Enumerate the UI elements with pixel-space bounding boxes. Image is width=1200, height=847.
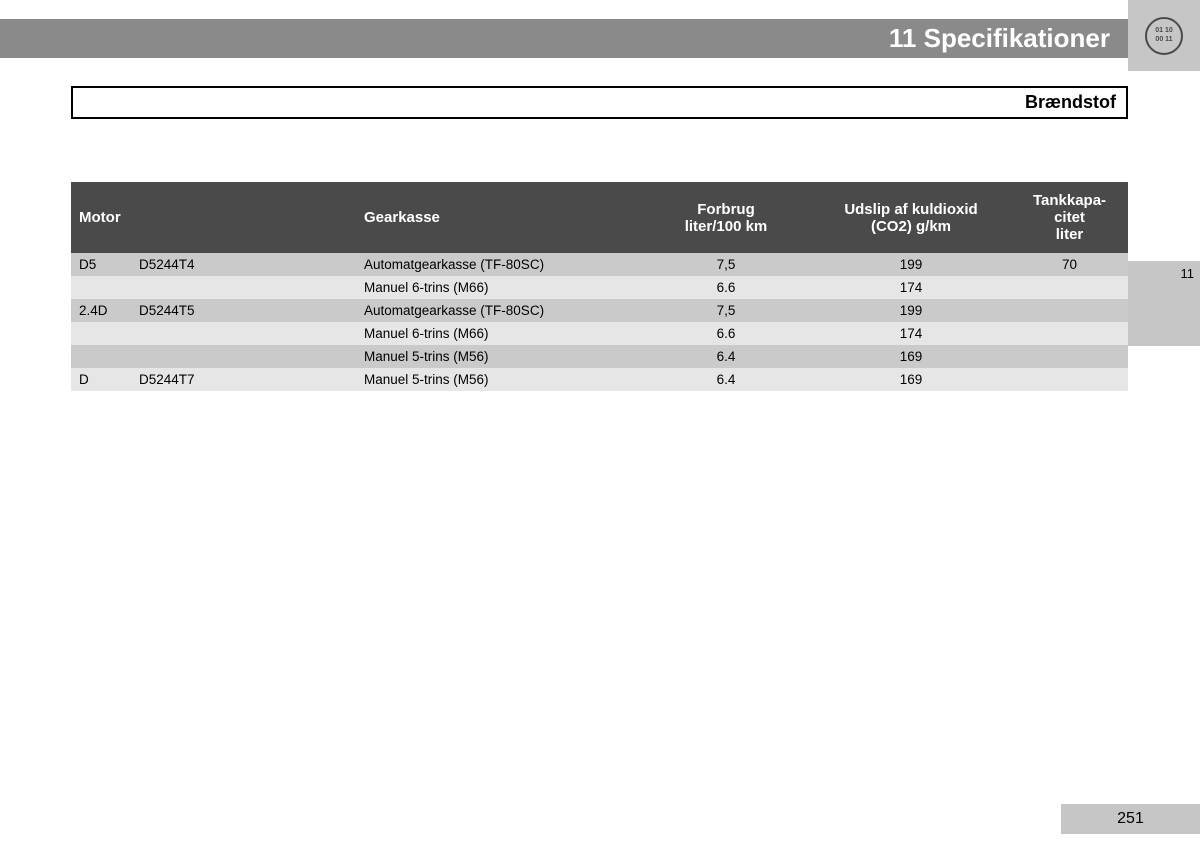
cell-consumption: 7,5 bbox=[641, 299, 811, 322]
cell-engine-code: D5244T7 bbox=[131, 368, 356, 391]
cell-co2: 169 bbox=[811, 368, 1011, 391]
cell-engine-code bbox=[131, 276, 356, 299]
cell-gearbox: Automatgearkasse (TF-80SC) bbox=[356, 299, 641, 322]
table-row: Manuel 6-trins (M66)6.6174 bbox=[71, 276, 1128, 299]
cell-tank bbox=[1011, 368, 1128, 391]
table-row: 2.4DD5244T5Automatgearkasse (TF-80SC)7,5… bbox=[71, 299, 1128, 322]
header-icon-box: 01 10 00 11 bbox=[1128, 0, 1200, 71]
side-tab: 11 bbox=[1128, 261, 1200, 346]
side-tab-number: 11 bbox=[1181, 266, 1195, 281]
cell-gearbox: Manuel 6-trins (M66) bbox=[356, 276, 641, 299]
header-bar: 11 Specifikationer bbox=[0, 19, 1128, 58]
col-co2: Udslip af kuldioxid (CO2) g/km bbox=[811, 182, 1011, 253]
cell-motor bbox=[71, 276, 131, 299]
fuel-spec-table: Motor Gearkasse Forbrug liter/100 km Uds… bbox=[71, 182, 1128, 391]
cell-engine-code bbox=[131, 345, 356, 368]
cell-engine-code bbox=[131, 322, 356, 345]
cell-gearbox: Manuel 5-trins (M56) bbox=[356, 368, 641, 391]
cell-co2: 199 bbox=[811, 253, 1011, 276]
table-row: DD5244T7Manuel 5-trins (M56)6.4169 bbox=[71, 368, 1128, 391]
table-row: Manuel 5-trins (M56)6.4169 bbox=[71, 345, 1128, 368]
cell-motor bbox=[71, 322, 131, 345]
subtitle-bar: Brændstof bbox=[71, 86, 1128, 119]
cell-tank bbox=[1011, 345, 1128, 368]
cell-co2: 174 bbox=[811, 322, 1011, 345]
col-tank: Tankkapa- citet liter bbox=[1011, 182, 1128, 253]
cell-engine-code: D5244T4 bbox=[131, 253, 356, 276]
cell-tank bbox=[1011, 299, 1128, 322]
col-motor: Motor bbox=[71, 182, 356, 253]
page-number-box: 251 bbox=[1061, 804, 1200, 834]
cell-motor bbox=[71, 345, 131, 368]
col-gearkasse: Gearkasse bbox=[356, 182, 641, 253]
table-body: D5D5244T4Automatgearkasse (TF-80SC)7,519… bbox=[71, 253, 1128, 391]
page-title: 11 Specifikationer bbox=[889, 23, 1110, 54]
table-header-row: Motor Gearkasse Forbrug liter/100 km Uds… bbox=[71, 182, 1128, 253]
col-forbrug: Forbrug liter/100 km bbox=[641, 182, 811, 253]
cell-gearbox: Manuel 5-trins (M56) bbox=[356, 345, 641, 368]
table-header: Motor Gearkasse Forbrug liter/100 km Uds… bbox=[71, 182, 1128, 253]
cell-consumption: 6.4 bbox=[641, 345, 811, 368]
cell-co2: 199 bbox=[811, 299, 1011, 322]
cell-consumption: 6.4 bbox=[641, 368, 811, 391]
page-number: 251 bbox=[1117, 810, 1144, 828]
cell-tank bbox=[1011, 322, 1128, 345]
cell-consumption: 7,5 bbox=[641, 253, 811, 276]
cell-co2: 174 bbox=[811, 276, 1011, 299]
cell-consumption: 6.6 bbox=[641, 276, 811, 299]
cell-engine-code: D5244T5 bbox=[131, 299, 356, 322]
cell-gearbox: Automatgearkasse (TF-80SC) bbox=[356, 253, 641, 276]
cell-gearbox: Manuel 6-trins (M66) bbox=[356, 322, 641, 345]
cell-motor: D bbox=[71, 368, 131, 391]
table-row: Manuel 6-trins (M66)6.6174 bbox=[71, 322, 1128, 345]
icon-line-1: 01 10 bbox=[1155, 27, 1173, 35]
icon-line-2: 00 11 bbox=[1155, 36, 1172, 44]
cell-tank: 70 bbox=[1011, 253, 1128, 276]
cell-consumption: 6.6 bbox=[641, 322, 811, 345]
binary-circle-icon: 01 10 00 11 bbox=[1145, 17, 1183, 55]
cell-tank bbox=[1011, 276, 1128, 299]
cell-co2: 169 bbox=[811, 345, 1011, 368]
cell-motor: 2.4D bbox=[71, 299, 131, 322]
table-row: D5D5244T4Automatgearkasse (TF-80SC)7,519… bbox=[71, 253, 1128, 276]
subtitle-text: Brændstof bbox=[1025, 92, 1116, 112]
cell-motor: D5 bbox=[71, 253, 131, 276]
